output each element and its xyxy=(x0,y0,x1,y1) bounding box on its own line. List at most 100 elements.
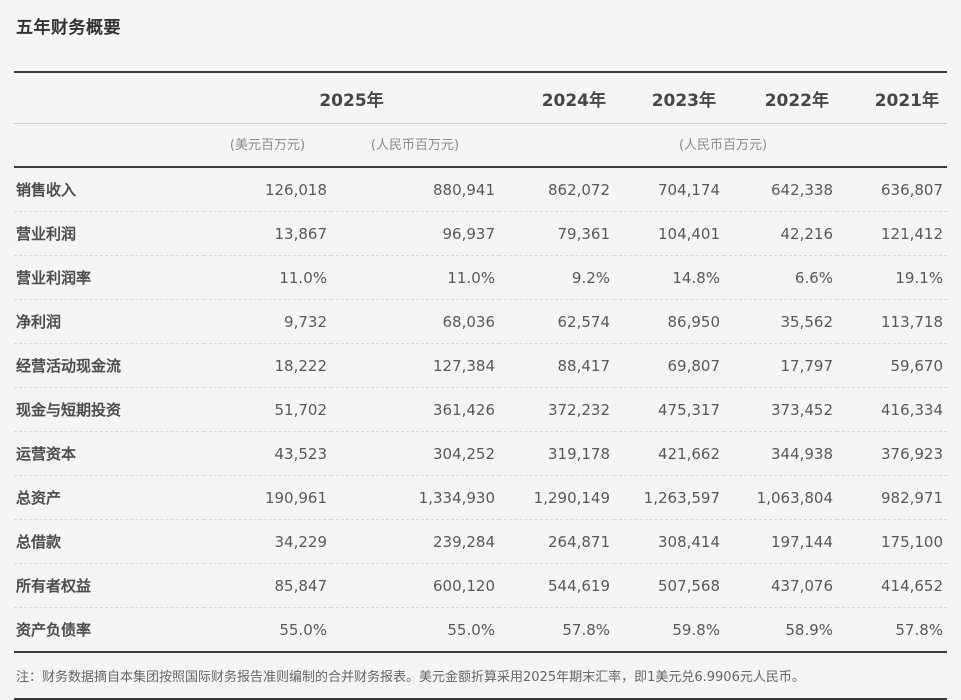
cell-value: 113,718 xyxy=(837,299,948,344)
year-header-2024: 2024年 xyxy=(499,72,615,124)
cell-value: 9,732 xyxy=(204,299,331,344)
year-header-row: 2025年 2024年 2023年 2022年 2021年 xyxy=(14,72,948,124)
table-row: 所有者权益 85,847 600,120 544,619 507,568 437,076 4… xyxy=(14,563,948,608)
cell-value: 62,574 xyxy=(499,299,615,344)
table-body: 销售收入 126,018 880,941 862,072 704,174 642,338 6… xyxy=(14,167,948,653)
five-year-financial-summary-table: 2025年 2024年 2023年 2022年 2021年 (美元百万元) (人… xyxy=(14,71,948,700)
cell-value: 96,937 xyxy=(331,211,500,256)
cell-value: 11.0% xyxy=(331,255,500,300)
table-row: 资产负债率 55.0% 55.0% 57.8% 59.8% 58.9% 57.8% xyxy=(14,607,948,653)
cell-value: 57.8% xyxy=(837,607,948,653)
cell-value: 126,018 xyxy=(204,167,331,212)
row-label: 营业利润 xyxy=(14,211,204,256)
corner-cell-years xyxy=(14,72,204,124)
cell-value: 414,652 xyxy=(837,563,948,608)
cell-value: 35,562 xyxy=(724,299,838,344)
cell-value: 264,871 xyxy=(499,519,615,564)
cell-value: 437,076 xyxy=(724,563,838,608)
cell-value: 636,807 xyxy=(837,167,948,212)
cell-value: 1,063,804 xyxy=(724,475,838,520)
cell-value: 175,100 xyxy=(837,519,948,564)
cell-value: 1,334,930 xyxy=(331,475,500,520)
table-row: 总借款 34,229 239,284 264,871 308,414 197,144 175… xyxy=(14,519,948,564)
table-row: 总资产 190,961 1,334,930 1,290,149 1,263,597 1,0… xyxy=(14,475,948,520)
row-label: 资产负债率 xyxy=(14,607,204,653)
row-label: 所有者权益 xyxy=(14,563,204,608)
cell-value: 6.6% xyxy=(724,255,838,300)
cell-value: 19.1% xyxy=(837,255,948,300)
row-label: 经营活动现金流 xyxy=(14,343,204,388)
cell-value: 197,144 xyxy=(724,519,838,564)
table-row: 净利润 9,732 68,036 62,574 86,950 35,562 113,718 xyxy=(14,299,948,344)
cell-value: 507,568 xyxy=(614,563,725,608)
table-row: 销售收入 126,018 880,941 862,072 704,174 642,338 6… xyxy=(14,167,948,212)
page-title: 五年财务概要 xyxy=(16,18,121,38)
table-row: 运营资本 43,523 304,252 319,178 421,662 344,938 37… xyxy=(14,431,948,476)
cell-value: 86,950 xyxy=(614,299,725,344)
cell-value: 59,670 xyxy=(837,343,948,388)
cell-value: 361,426 xyxy=(331,387,500,432)
corner-cell-units xyxy=(14,123,204,168)
cell-value: 239,284 xyxy=(331,519,500,564)
cell-value: 59.8% xyxy=(614,607,725,653)
table-note: 注：财务数据摘自本集团按照国际财务报告准则编制的合并财务报表。美元金额折算采用2… xyxy=(14,652,948,700)
row-label: 现金与短期投资 xyxy=(14,387,204,432)
row-label: 总借款 xyxy=(14,519,204,564)
cell-value: 13,867 xyxy=(204,211,331,256)
table-row: 经营活动现金流 18,222 127,384 88,417 69,807 17,797 59… xyxy=(14,343,948,388)
year-header-2022: 2022年 xyxy=(724,72,838,124)
cell-value: 376,923 xyxy=(837,431,948,476)
cell-value: 55.0% xyxy=(204,607,331,653)
cell-value: 372,232 xyxy=(499,387,615,432)
note-row: 注：财务数据摘自本集团按照国际财务报告准则编制的合并财务报表。美元金额折算采用2… xyxy=(14,652,948,700)
cell-value: 704,174 xyxy=(614,167,725,212)
cell-value: 104,401 xyxy=(614,211,725,256)
cell-value: 9.2% xyxy=(499,255,615,300)
cell-value: 642,338 xyxy=(724,167,838,212)
cell-value: 11.0% xyxy=(204,255,331,300)
cell-value: 55.0% xyxy=(331,607,500,653)
cell-value: 85,847 xyxy=(204,563,331,608)
cell-value: 42,216 xyxy=(724,211,838,256)
year-header-2023: 2023年 xyxy=(614,72,725,124)
year-header-2021: 2021年 xyxy=(837,72,948,124)
cell-value: 982,971 xyxy=(837,475,948,520)
cell-value: 862,072 xyxy=(499,167,615,212)
cell-value: 58.9% xyxy=(724,607,838,653)
cell-value: 373,452 xyxy=(724,387,838,432)
table-header: 2025年 2024年 2023年 2022年 2021年 (美元百万元) (人… xyxy=(14,72,948,168)
cell-value: 34,229 xyxy=(204,519,331,564)
unit-usd-millions: (美元百万元) xyxy=(204,123,331,168)
cell-value: 1,290,149 xyxy=(499,475,615,520)
cell-value: 304,252 xyxy=(331,431,500,476)
year-header-2025: 2025年 xyxy=(204,72,500,124)
row-label: 总资产 xyxy=(14,475,204,520)
cell-value: 14.8% xyxy=(614,255,725,300)
cell-value: 43,523 xyxy=(204,431,331,476)
cell-value: 319,178 xyxy=(499,431,615,476)
cell-value: 127,384 xyxy=(331,343,500,388)
table-row: 现金与短期投资 51,702 361,426 372,232 475,317 373,45… xyxy=(14,387,948,432)
row-label: 运营资本 xyxy=(14,431,204,476)
cell-value: 51,702 xyxy=(204,387,331,432)
unit-rmb-millions-2025: (人民币百万元) xyxy=(331,123,500,168)
table-row: 营业利润 13,867 96,937 79,361 104,401 42,216 121,4… xyxy=(14,211,948,256)
unit-header-row: (美元百万元) (人民币百万元) (人民币百万元) xyxy=(14,123,948,168)
cell-value: 421,662 xyxy=(614,431,725,476)
cell-value: 880,941 xyxy=(331,167,500,212)
cell-value: 344,938 xyxy=(724,431,838,476)
cell-value: 88,417 xyxy=(499,343,615,388)
cell-value: 416,334 xyxy=(837,387,948,432)
unit-rmb-millions-prior-years: (人民币百万元) xyxy=(499,123,948,168)
cell-value: 57.8% xyxy=(499,607,615,653)
row-label: 营业利润率 xyxy=(14,255,204,300)
cell-value: 69,807 xyxy=(614,343,725,388)
table-footer: 注：财务数据摘自本集团按照国际财务报告准则编制的合并财务报表。美元金额折算采用2… xyxy=(14,652,948,700)
cell-value: 600,120 xyxy=(331,563,500,608)
cell-value: 308,414 xyxy=(614,519,725,564)
cell-value: 18,222 xyxy=(204,343,331,388)
cell-value: 544,619 xyxy=(499,563,615,608)
cell-value: 79,361 xyxy=(499,211,615,256)
cell-value: 475,317 xyxy=(614,387,725,432)
